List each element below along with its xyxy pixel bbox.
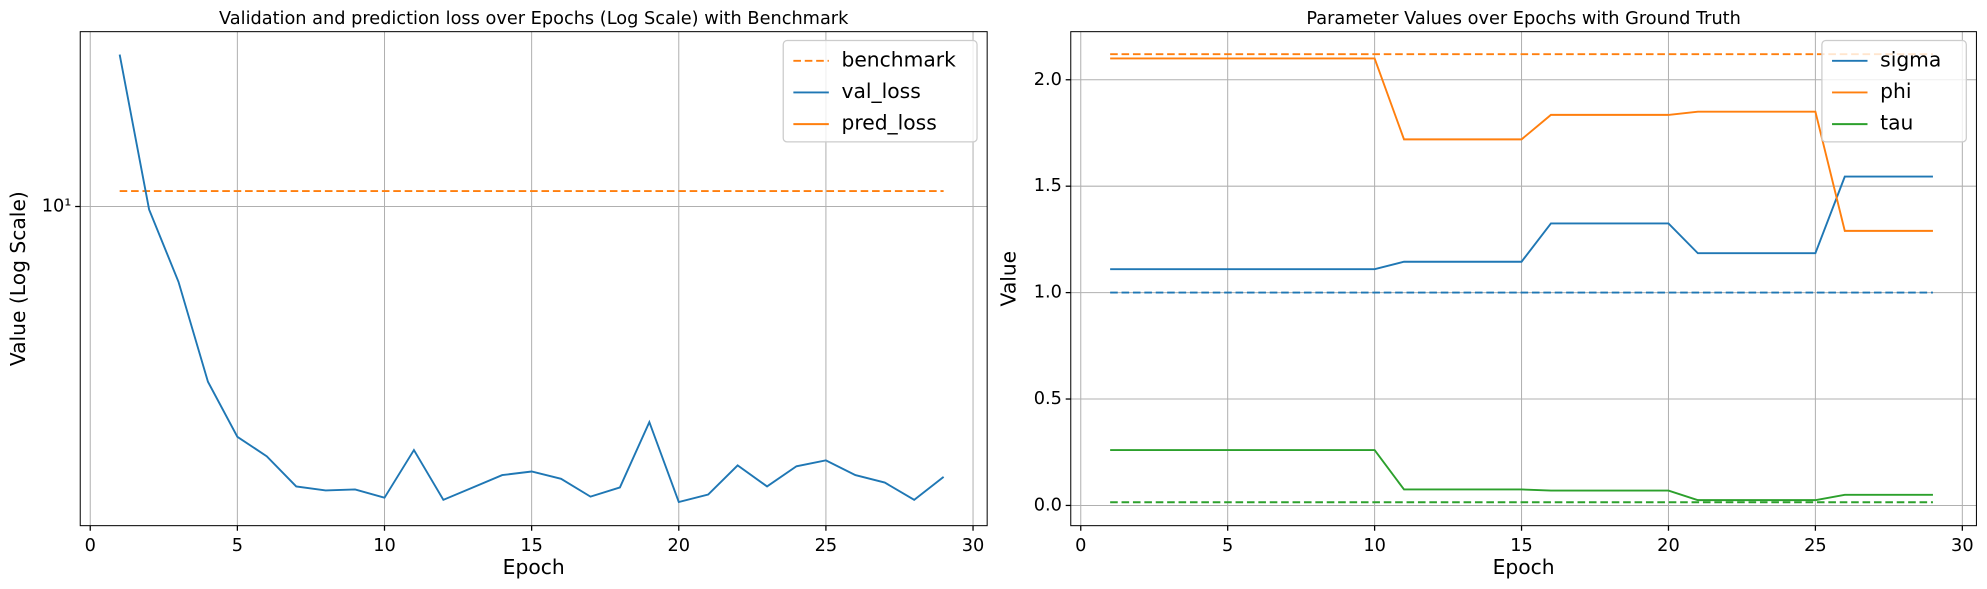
x-tick-label: 10 xyxy=(373,536,396,556)
series-line xyxy=(1110,175,1933,271)
y-tick-label: 1.0 xyxy=(1034,283,1062,303)
x-tick-label: 15 xyxy=(1510,536,1533,556)
legend-label: pred_loss xyxy=(842,111,937,135)
subplot: Validation and prediction loss over Epoc… xyxy=(6,9,988,579)
x-tick-label: 0 xyxy=(1075,536,1086,556)
axes-frame xyxy=(1070,31,1977,527)
x-tick-label: 5 xyxy=(1222,536,1233,556)
chart-title: Validation and prediction loss over Epoc… xyxy=(219,9,849,29)
y-tick-label: 0.5 xyxy=(1034,389,1062,409)
legend-label: val_loss xyxy=(842,79,921,103)
x-axis-label: Epoch xyxy=(1493,555,1555,579)
x-tick-label: 15 xyxy=(520,536,543,556)
series-line xyxy=(118,54,945,504)
y-tick-label: 1.5 xyxy=(1034,176,1062,196)
series-line xyxy=(1110,449,1933,502)
axes-frame xyxy=(79,31,988,527)
legend-label: sigma xyxy=(1880,47,1941,71)
series-line xyxy=(1110,57,1933,232)
legend-label: phi xyxy=(1880,79,1911,103)
subplot: Parameter Values over Epochs with Ground… xyxy=(996,9,1977,579)
x-tick-label: 30 xyxy=(1951,536,1974,556)
y-axis-label: Value xyxy=(996,251,1020,307)
x-tick-label: 10 xyxy=(1363,536,1386,556)
x-axis-label: Epoch xyxy=(503,555,565,579)
x-tick-label: 20 xyxy=(1657,536,1680,556)
y-axis-label: Value (Log Scale) xyxy=(6,191,30,366)
x-tick-label: 0 xyxy=(85,536,96,556)
legend-box xyxy=(1821,39,1967,143)
x-tick-label: 25 xyxy=(815,536,838,556)
legend-label: benchmark xyxy=(842,47,957,71)
y-tick-label: 2.0 xyxy=(1034,70,1062,90)
legend-box xyxy=(782,39,978,143)
x-tick-label: 30 xyxy=(962,536,985,556)
x-tick-label: 20 xyxy=(668,536,691,556)
chart-title: Parameter Values over Epochs with Ground… xyxy=(1306,9,1741,29)
y-tick-label: 10¹ xyxy=(42,197,72,217)
x-tick-label: 25 xyxy=(1804,536,1827,556)
x-tick-label: 5 xyxy=(232,536,243,556)
y-tick-label: 0.0 xyxy=(1034,495,1062,515)
legend-label: tau xyxy=(1880,111,1913,135)
